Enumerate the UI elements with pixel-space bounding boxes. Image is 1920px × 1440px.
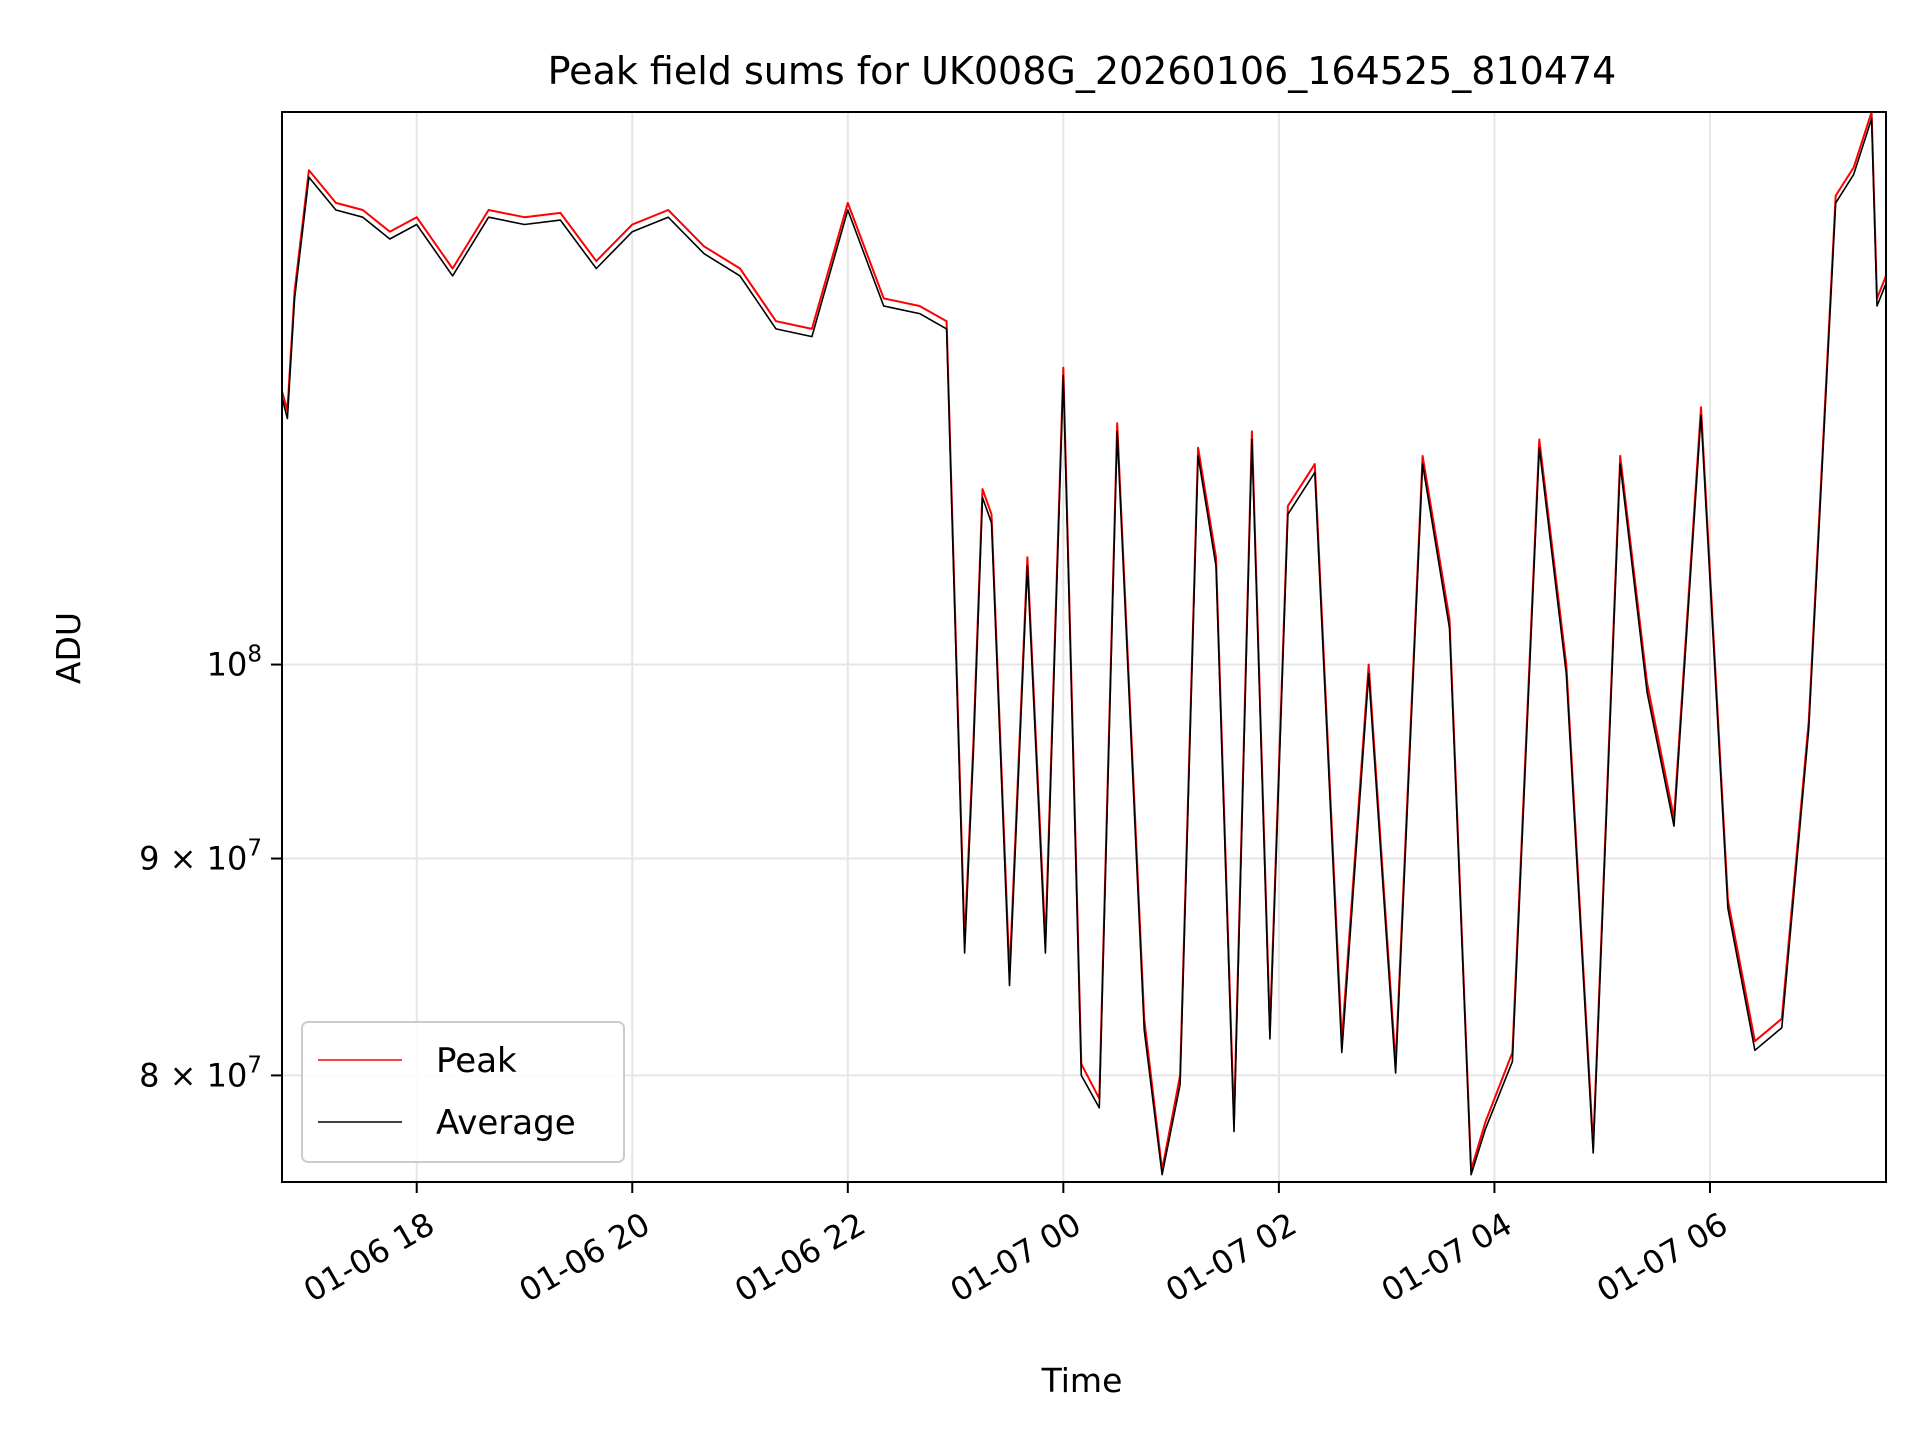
legend-label-average: Average [436,1103,576,1143]
legend-label-peak: Peak [436,1041,517,1081]
grid [282,112,1886,1182]
y-tick-label: 108 [207,642,262,684]
plot-frame [281,111,1887,1183]
y-axis-ticks: 8 × 107 9 × 107 108 [139,642,282,1094]
legend: Peak Average [301,1021,625,1163]
y-tick-label: 9 × 107 [139,836,262,878]
x-axis-label: Time [1041,1361,1123,1400]
series-line-average [281,118,1887,1176]
y-axis-label: ADU [49,612,88,684]
series-lines [281,111,1887,1176]
y-tick-label: 8 × 107 [139,1052,262,1094]
legend-box [301,1021,625,1163]
chart-title: Peak field sums for UK008G_20260106_1645… [548,49,1617,93]
